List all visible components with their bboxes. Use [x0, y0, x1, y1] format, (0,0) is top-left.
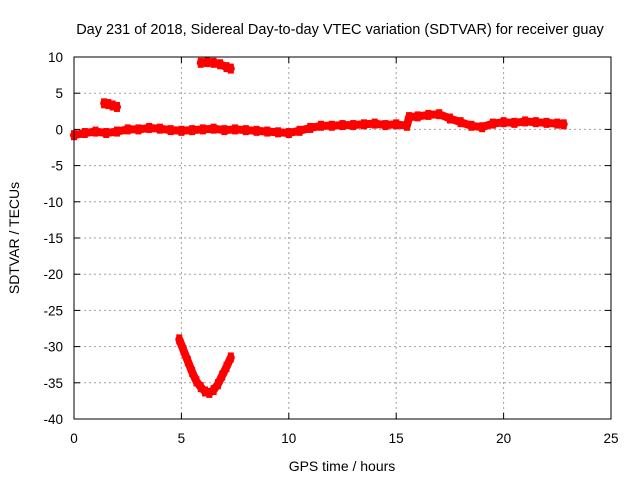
- data-point: [468, 120, 475, 131]
- data-point: [223, 62, 230, 73]
- data-point: [406, 112, 413, 123]
- data-point: [109, 100, 116, 111]
- data-point: [156, 123, 163, 134]
- data-point: [328, 120, 335, 131]
- data-point: [223, 361, 230, 372]
- x-tick-label: 0: [70, 431, 78, 446]
- data-point: [275, 127, 282, 138]
- x-axis-label: GPS time / hours: [289, 458, 396, 474]
- y-tick-label: 10: [48, 50, 63, 65]
- data-point: [227, 63, 234, 74]
- data-point: [479, 122, 486, 133]
- data-point: [204, 57, 211, 68]
- data-point: [178, 125, 185, 136]
- data-point: [382, 120, 389, 131]
- x-tick-label: 15: [389, 431, 404, 446]
- data-point: [457, 117, 464, 128]
- data-point: [371, 118, 378, 129]
- data-point: [227, 352, 234, 363]
- data-point: [543, 117, 550, 128]
- data-point: [103, 128, 110, 139]
- data-point: [307, 122, 314, 133]
- chart-title: Day 231 of 2018, Sidereal Day-to-day VTE…: [76, 22, 604, 38]
- data-point: [180, 345, 187, 356]
- x-tick-label: 20: [496, 431, 511, 446]
- data-point: [189, 366, 196, 377]
- data-point: [285, 128, 292, 139]
- data-point: [210, 57, 217, 68]
- data-point: [113, 101, 120, 112]
- data-point: [339, 120, 346, 131]
- data-point: [393, 119, 400, 130]
- data-point: [360, 119, 367, 130]
- x-tick-label: 10: [281, 431, 296, 446]
- data-point: [101, 98, 108, 109]
- data-point: [296, 125, 303, 136]
- y-tick-label: 5: [55, 86, 63, 101]
- data-point: [124, 124, 131, 135]
- x-tick-label: 25: [603, 431, 618, 446]
- data-point: [221, 125, 228, 136]
- data-point: [253, 125, 260, 136]
- data-point: [202, 386, 209, 397]
- y-tick-label: -30: [43, 340, 63, 355]
- y-tick-label: -20: [43, 267, 63, 282]
- data-point: [264, 126, 271, 137]
- data-point: [146, 122, 153, 133]
- data-point: [522, 116, 529, 127]
- data-point: [446, 113, 453, 124]
- data-point: [210, 123, 217, 134]
- data-point: [242, 125, 249, 136]
- data-point: [414, 111, 421, 122]
- y-tick-label: -15: [43, 231, 63, 246]
- data-point: [199, 124, 206, 135]
- y-tick-label: 0: [55, 122, 63, 137]
- y-axis-label: SDTVAR / TECUs: [6, 182, 22, 294]
- data-point: [206, 387, 213, 398]
- data-point: [197, 57, 204, 68]
- data-point: [167, 125, 174, 136]
- data-point: [500, 117, 507, 128]
- data-point: [554, 118, 561, 129]
- data-point: [425, 109, 432, 120]
- data-point: [217, 59, 224, 70]
- data-point: [219, 370, 226, 381]
- data-point: [92, 126, 99, 137]
- y-tick-label: -10: [43, 195, 63, 210]
- data-point: [511, 117, 518, 128]
- y-tick-label: -35: [43, 376, 63, 391]
- data-point: [403, 120, 410, 131]
- data-point: [176, 334, 183, 345]
- data-point: [560, 119, 567, 130]
- data-point: [489, 118, 496, 129]
- data-point: [189, 125, 196, 136]
- data-point: [81, 128, 88, 139]
- data-point: [318, 120, 325, 131]
- y-tick-label: -40: [43, 412, 63, 427]
- data-point: [105, 99, 112, 110]
- x-tick-label: 5: [178, 431, 186, 446]
- data-point: [193, 376, 200, 387]
- data-point: [436, 109, 443, 120]
- data-point: [197, 382, 204, 393]
- data-point: [135, 124, 142, 135]
- data-point: [214, 379, 221, 390]
- axis-ticks: 0 5 10 15 20 25 10 5 0 -5 -10 -15 -20 -25 -30 -35 -40: [43, 50, 618, 446]
- data-point: [113, 126, 120, 137]
- data-point: [184, 356, 191, 367]
- y-tick-label: -5: [51, 159, 63, 174]
- data-point: [210, 385, 217, 396]
- data-point: [532, 117, 539, 128]
- y-tick-label: -25: [43, 303, 63, 318]
- data-point: [350, 120, 357, 131]
- data-point: [232, 124, 239, 135]
